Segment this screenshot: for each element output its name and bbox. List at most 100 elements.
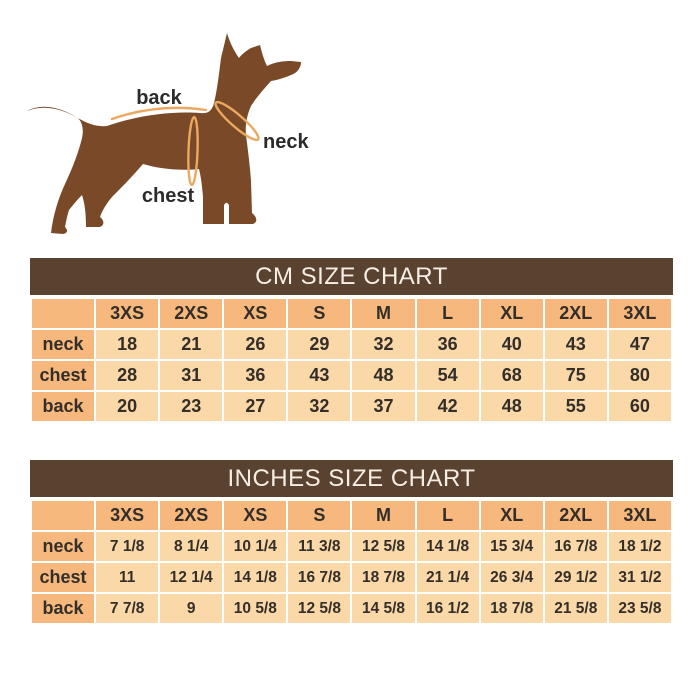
- cm-size-chart: CM SIZE CHART 3XS 2XS XS S M L XL 2XL 3XL neck 18 2…: [30, 258, 673, 423]
- table-row: neck 7 1/8 8 1/4 10 1/4 11 3/8 12 5/8 14 1/8 15…: [32, 532, 671, 561]
- row-label: back: [32, 392, 95, 421]
- size-column-header: M: [352, 299, 415, 328]
- size-column-header: L: [416, 299, 479, 328]
- size-header-row: 3XS 2XS XS S M L XL 2XL 3XL: [32, 299, 671, 328]
- size-value-cell: 8 1/4: [160, 532, 223, 561]
- inches-size-chart-title: INCHES SIZE CHART: [30, 460, 673, 497]
- size-value-cell: 14 1/8: [224, 563, 287, 592]
- size-value-cell: 16 1/2: [416, 594, 479, 623]
- size-value-cell: 12 5/8: [288, 594, 351, 623]
- table-row: neck 18 21 26 29 32 36 40 43 47: [32, 330, 671, 359]
- cm-size-table: 3XS 2XS XS S M L XL 2XL 3XL neck 18 21 26 29 32 36 40 43 4…: [30, 297, 673, 423]
- size-column-header: 2XL: [544, 501, 607, 530]
- size-column-header: 2XS: [160, 299, 223, 328]
- size-value-cell: 48: [352, 361, 415, 390]
- row-label: back: [32, 594, 95, 623]
- size-value-cell: 12 1/4: [160, 563, 223, 592]
- size-value-cell: 47: [608, 330, 671, 359]
- size-value-cell: 23: [160, 392, 223, 421]
- size-value-cell: 21 5/8: [544, 594, 607, 623]
- size-column-header: 2XS: [160, 501, 223, 530]
- size-value-cell: 18: [96, 330, 159, 359]
- size-column-header: S: [288, 299, 351, 328]
- size-value-cell: 9: [160, 594, 223, 623]
- size-header-row: 3XS 2XS XS S M L XL 2XL 3XL: [32, 501, 671, 530]
- size-column-header: 3XL: [608, 299, 671, 328]
- size-value-cell: 75: [544, 361, 607, 390]
- neck-label: neck: [263, 131, 309, 153]
- chest-measure-ellipse: [187, 115, 199, 187]
- size-value-cell: 16 7/8: [288, 563, 351, 592]
- dog-silhouette: [27, 33, 301, 234]
- size-value-cell: 12 5/8: [352, 532, 415, 561]
- size-column-header: S: [288, 501, 351, 530]
- size-value-cell: 20: [96, 392, 159, 421]
- row-label: chest: [32, 563, 95, 592]
- size-value-cell: 32: [288, 392, 351, 421]
- size-value-cell: 31 1/2: [608, 563, 671, 592]
- size-value-cell: 16 7/8: [544, 532, 607, 561]
- size-value-cell: 26: [224, 330, 287, 359]
- size-value-cell: 10 5/8: [224, 594, 287, 623]
- size-value-cell: 10 1/4: [224, 532, 287, 561]
- size-value-cell: 48: [480, 392, 543, 421]
- size-column-header: M: [352, 501, 415, 530]
- size-value-cell: 14 1/8: [416, 532, 479, 561]
- size-column-header: XS: [224, 299, 287, 328]
- table-row: chest 11 12 1/4 14 1/8 16 7/8 18 7/8 21 1/4 26 …: [32, 563, 671, 592]
- size-value-cell: 36: [416, 330, 479, 359]
- size-value-cell: 29: [288, 330, 351, 359]
- size-value-cell: 7 7/8: [96, 594, 159, 623]
- size-value-cell: 28: [96, 361, 159, 390]
- table-row: chest 28 31 36 43 48 54 68 75 80: [32, 361, 671, 390]
- size-value-cell: 21 1/4: [416, 563, 479, 592]
- size-value-cell: 68: [480, 361, 543, 390]
- size-value-cell: 80: [608, 361, 671, 390]
- size-column-header: XL: [480, 299, 543, 328]
- table-row: back 20 23 27 32 37 42 48 55 60: [32, 392, 671, 421]
- inches-size-chart: INCHES SIZE CHART 3XS 2XS XS S M L XL 2XL 3XL nec…: [30, 460, 673, 625]
- size-value-cell: 37: [352, 392, 415, 421]
- dog-measurement-figure: back neck chest: [0, 0, 340, 252]
- table-row: back 7 7/8 9 10 5/8 12 5/8 14 5/8 16 1/2 18 7/8…: [32, 594, 671, 623]
- size-value-cell: 43: [288, 361, 351, 390]
- row-label: neck: [32, 330, 95, 359]
- size-value-cell: 32: [352, 330, 415, 359]
- neck-measure-ellipse: [214, 100, 260, 142]
- size-value-cell: 18 7/8: [480, 594, 543, 623]
- size-value-cell: 40: [480, 330, 543, 359]
- size-column-header: 2XL: [544, 299, 607, 328]
- cm-size-chart-title: CM SIZE CHART: [30, 258, 673, 295]
- size-value-cell: 54: [416, 361, 479, 390]
- size-value-cell: 55: [544, 392, 607, 421]
- size-column-header: 3XS: [96, 299, 159, 328]
- size-value-cell: 31: [160, 361, 223, 390]
- size-value-cell: 60: [608, 392, 671, 421]
- corner-cell: [32, 299, 95, 328]
- size-column-header: 3XL: [608, 501, 671, 530]
- size-value-cell: 7 1/8: [96, 532, 159, 561]
- size-value-cell: 21: [160, 330, 223, 359]
- size-column-header: XS: [224, 501, 287, 530]
- size-value-cell: 27: [224, 392, 287, 421]
- inches-size-table: 3XS 2XS XS S M L XL 2XL 3XL neck 7 1/8 8 1/4 10 1/4 1…: [30, 499, 673, 625]
- size-column-header: 3XS: [96, 501, 159, 530]
- back-label: back: [136, 87, 182, 109]
- size-value-cell: 11 3/8: [288, 532, 351, 561]
- row-label: chest: [32, 361, 95, 390]
- size-column-header: L: [416, 501, 479, 530]
- size-value-cell: 29 1/2: [544, 563, 607, 592]
- chest-label: chest: [142, 185, 195, 207]
- size-value-cell: 23 5/8: [608, 594, 671, 623]
- size-value-cell: 15 3/4: [480, 532, 543, 561]
- size-value-cell: 42: [416, 392, 479, 421]
- size-value-cell: 11: [96, 563, 159, 592]
- size-value-cell: 43: [544, 330, 607, 359]
- size-value-cell: 36: [224, 361, 287, 390]
- size-value-cell: 26 3/4: [480, 563, 543, 592]
- row-label: neck: [32, 532, 95, 561]
- size-value-cell: 14 5/8: [352, 594, 415, 623]
- back-measure-line: [110, 106, 208, 121]
- size-value-cell: 18 1/2: [608, 532, 671, 561]
- size-value-cell: 18 7/8: [352, 563, 415, 592]
